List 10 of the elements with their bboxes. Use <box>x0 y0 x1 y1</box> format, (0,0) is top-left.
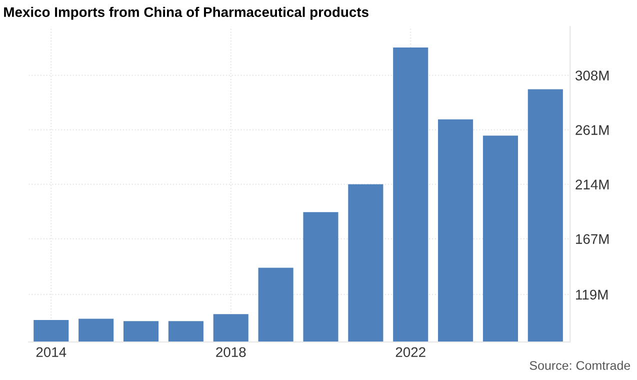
x-tick-label: 2014 <box>36 347 66 358</box>
y-tick-label: 119M <box>576 290 608 300</box>
y-tick-label: 167M <box>576 234 609 244</box>
chart-title: Mexico Imports from China of Pharmaceutical products <box>4 6 368 20</box>
y-tick-label: 214M <box>576 180 609 190</box>
y-tick-label: 308M <box>576 70 609 80</box>
x-tick-label: 2018 <box>216 347 246 358</box>
source-note: Source: Comtrade <box>530 360 630 370</box>
y-tick-label: 261M <box>576 125 609 135</box>
x-tick-label: 2022 <box>396 347 426 358</box>
